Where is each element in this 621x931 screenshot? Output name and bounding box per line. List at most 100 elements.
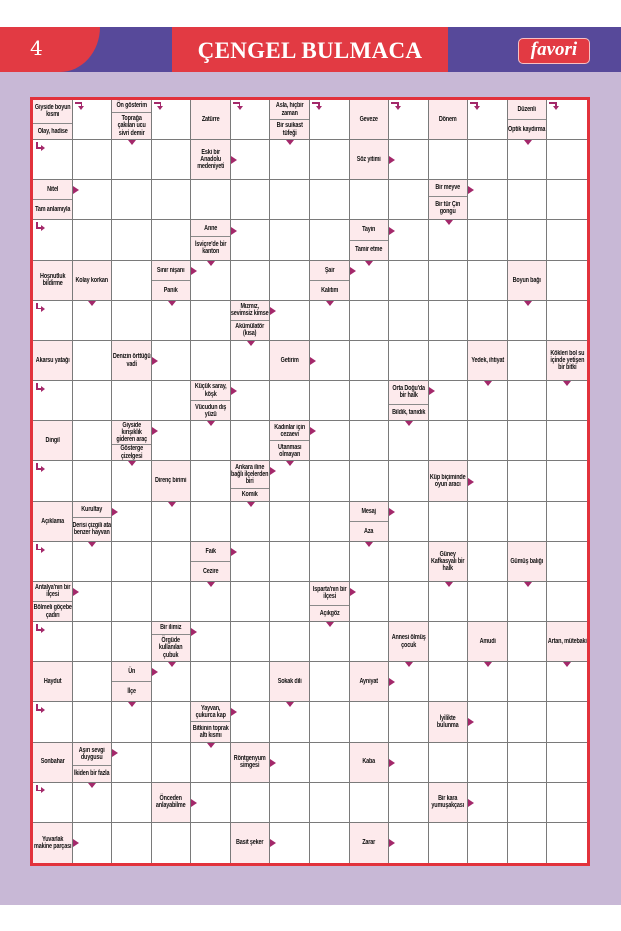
answer-cell[interactable] xyxy=(428,140,469,181)
answer-cell[interactable] xyxy=(33,702,73,743)
answer-cell[interactable] xyxy=(191,581,231,623)
clue-cell[interactable]: Mesaj Aza xyxy=(349,501,390,542)
answer-cell[interactable] xyxy=(428,381,469,422)
answer-cell[interactable] xyxy=(507,581,548,623)
answer-cell[interactable] xyxy=(547,100,587,141)
answer-cell[interactable] xyxy=(33,782,73,823)
answer-cell[interactable] xyxy=(468,702,508,743)
clue-cell[interactable]: Kadınlar için cezaevi Utanması olmayan xyxy=(270,421,310,462)
answer-cell[interactable] xyxy=(468,260,508,301)
answer-cell[interactable] xyxy=(468,782,508,823)
answer-cell[interactable] xyxy=(310,702,350,743)
answer-cell[interactable] xyxy=(310,140,350,181)
answer-cell[interactable] xyxy=(507,662,548,703)
answer-cell[interactable] xyxy=(507,340,548,382)
answer-cell[interactable] xyxy=(547,301,587,341)
answer-cell[interactable] xyxy=(349,702,390,743)
answer-cell[interactable] xyxy=(547,743,587,783)
clue-cell[interactable]: Sonbahar xyxy=(33,742,73,783)
answer-cell[interactable] xyxy=(270,220,310,261)
answer-cell[interactable] xyxy=(270,300,310,341)
answer-cell[interactable] xyxy=(310,180,350,221)
clue-cell[interactable]: Eski bir Anadolu medeniyeti xyxy=(191,140,231,181)
answer-cell[interactable] xyxy=(230,100,271,141)
answer-cell[interactable] xyxy=(547,582,587,623)
answer-cell[interactable] xyxy=(230,581,271,623)
clue-cell[interactable]: Küp biçiminde oyun aracı xyxy=(428,461,469,502)
clue-cell[interactable]: Mızmız, sevimsiz kimse Akümülatör (kısa) xyxy=(230,300,271,341)
answer-cell[interactable] xyxy=(389,742,429,783)
answer-cell[interactable] xyxy=(428,622,469,663)
answer-cell[interactable] xyxy=(428,340,469,382)
clue-cell[interactable]: Hoşnutluk bildirme xyxy=(33,260,73,301)
clue-cell[interactable]: Nitel Tam anlamıyla xyxy=(33,180,73,221)
answer-cell[interactable] xyxy=(507,782,548,823)
answer-cell[interactable] xyxy=(389,220,429,261)
answer-cell[interactable] xyxy=(428,742,469,783)
answer-cell[interactable] xyxy=(191,782,231,823)
answer-cell[interactable] xyxy=(389,702,429,743)
clue-cell[interactable]: Kolay korkan xyxy=(72,260,113,301)
answer-cell[interactable] xyxy=(230,220,271,261)
answer-cell[interactable] xyxy=(33,220,73,261)
answer-cell[interactable] xyxy=(72,340,113,382)
answer-cell[interactable] xyxy=(389,581,429,623)
answer-cell[interactable] xyxy=(72,100,113,141)
answer-cell[interactable] xyxy=(73,822,113,863)
clue-cell[interactable]: Getirim xyxy=(270,340,310,382)
answer-cell[interactable] xyxy=(112,581,152,623)
answer-cell[interactable] xyxy=(468,461,508,502)
clue-cell[interactable]: Yayvan, çukurca kap Bitkinin toprak altı … xyxy=(191,702,231,743)
clue-cell[interactable]: Açıklama xyxy=(33,501,73,542)
clue-cell[interactable]: Şair Kalıtım xyxy=(310,260,350,301)
answer-cell[interactable] xyxy=(151,501,192,542)
answer-cell[interactable] xyxy=(310,662,350,703)
answer-cell[interactable] xyxy=(72,461,113,502)
answer-cell[interactable] xyxy=(191,300,231,341)
answer-cell[interactable] xyxy=(468,100,508,141)
answer-cell[interactable] xyxy=(72,541,113,582)
clue-cell[interactable]: Amudi xyxy=(468,622,508,663)
answer-cell[interactable] xyxy=(428,662,469,703)
clue-cell[interactable]: Basit şeker xyxy=(230,822,271,863)
answer-cell[interactable] xyxy=(72,581,113,623)
answer-cell[interactable] xyxy=(112,822,152,863)
answer-cell[interactable] xyxy=(547,421,587,462)
clue-cell[interactable]: Geveze xyxy=(349,100,390,141)
answer-cell[interactable] xyxy=(547,502,587,542)
answer-cell[interactable] xyxy=(547,140,587,181)
answer-cell[interactable] xyxy=(547,381,587,422)
answer-cell[interactable] xyxy=(112,180,152,221)
answer-cell[interactable] xyxy=(72,662,113,703)
clue-cell[interactable]: Kurultay Derisi çizgili ata benzer hayvan xyxy=(72,501,113,542)
answer-cell[interactable] xyxy=(349,782,390,823)
clue-cell[interactable]: Direnç birimi xyxy=(151,461,192,502)
answer-cell[interactable] xyxy=(310,742,350,783)
answer-cell[interactable] xyxy=(310,782,350,823)
answer-cell[interactable] xyxy=(270,260,310,301)
clue-cell[interactable]: Asla, hiçbir zaman Bir suikast tüfeği xyxy=(270,100,310,141)
answer-cell[interactable] xyxy=(230,782,271,823)
answer-cell[interactable] xyxy=(310,501,350,542)
answer-cell[interactable] xyxy=(270,501,310,542)
answer-cell[interactable] xyxy=(33,622,73,663)
answer-cell[interactable] xyxy=(151,581,192,623)
clue-cell[interactable]: Kaba xyxy=(349,742,390,783)
answer-cell[interactable] xyxy=(507,220,548,261)
answer-cell[interactable] xyxy=(468,300,508,341)
answer-cell[interactable] xyxy=(310,622,350,663)
answer-cell[interactable] xyxy=(191,622,231,663)
clue-cell[interactable]: Ün İlçe xyxy=(112,662,152,703)
answer-cell[interactable] xyxy=(112,742,152,783)
answer-cell[interactable] xyxy=(389,260,429,301)
answer-cell[interactable] xyxy=(428,300,469,341)
clue-cell[interactable]: İyilikte bulunma xyxy=(428,702,469,743)
answer-cell[interactable] xyxy=(389,541,429,582)
answer-cell[interactable] xyxy=(429,822,469,863)
answer-cell[interactable] xyxy=(191,501,231,542)
answer-cell[interactable] xyxy=(428,220,469,261)
answer-cell[interactable] xyxy=(191,340,231,382)
answer-cell[interactable] xyxy=(389,461,429,502)
answer-cell[interactable] xyxy=(547,220,587,261)
answer-cell[interactable] xyxy=(230,501,271,542)
